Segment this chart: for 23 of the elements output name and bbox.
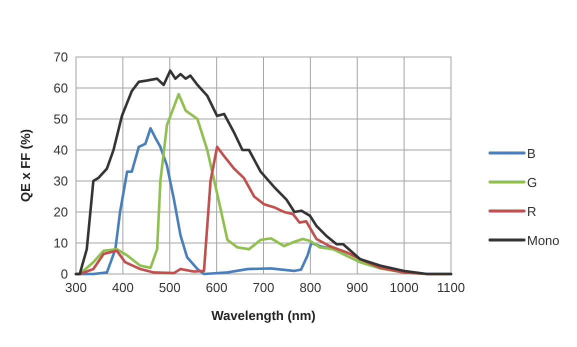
x-tick-label: 600 (206, 280, 228, 295)
x-tick-label: 700 (252, 280, 274, 295)
x-tick-label: 400 (112, 280, 134, 295)
y-tick-label: 60 (54, 80, 68, 96)
legend-label: Mono (527, 233, 560, 248)
y-tick-label: 0 (60, 266, 68, 282)
y-axis-title: QE x FF (%) (18, 129, 33, 202)
x-tick-label: 500 (158, 280, 181, 295)
y-tick-label: 40 (54, 142, 68, 158)
y-tick-label: 50 (54, 112, 68, 126)
y-tick-label: 30 (54, 174, 68, 188)
x-axis-title: Wavelength (nm) (211, 308, 316, 323)
legend-label: R (527, 204, 536, 219)
y-tick-label: 20 (54, 204, 68, 220)
x-tick-label: 1000 (390, 280, 419, 295)
y-tick-label: 70 (54, 50, 68, 64)
x-tick-label: 1100 (437, 280, 465, 295)
legend-label: B (527, 146, 536, 161)
x-tick-label: 300 (65, 280, 87, 295)
x-tick-label: 800 (300, 280, 322, 295)
legend-label: G (527, 175, 538, 190)
x-tick-label: 900 (346, 280, 368, 295)
y-tick-label: 10 (54, 236, 68, 250)
